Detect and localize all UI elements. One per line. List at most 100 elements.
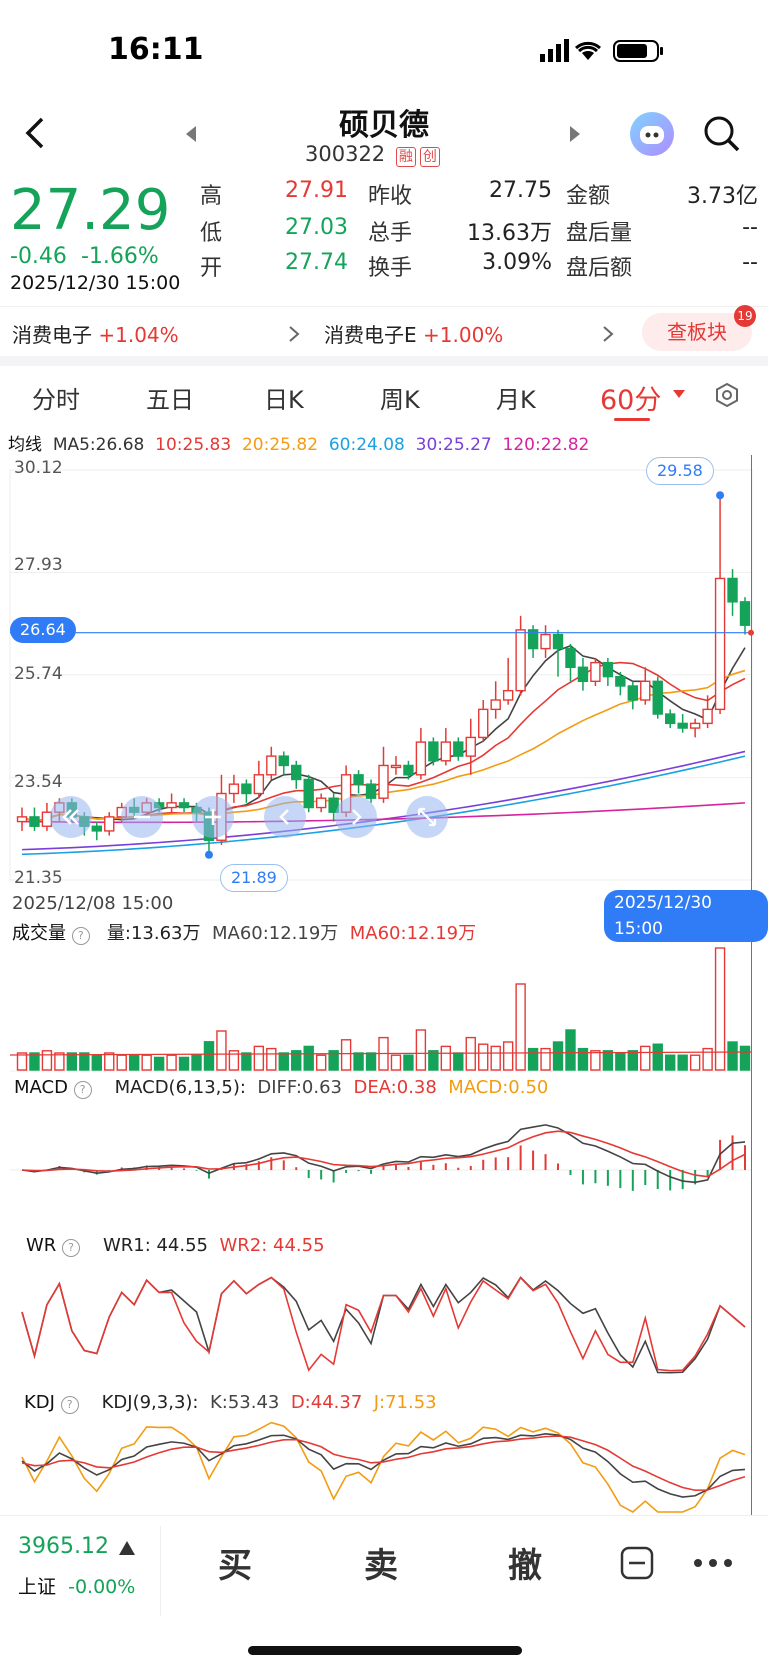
sector-1[interactable]: 消费电子 +1.04% <box>12 319 179 348</box>
candle <box>104 812 115 836</box>
kdj-d-line <box>21 1435 746 1492</box>
tab-five-day[interactable]: 五日 <box>146 386 194 414</box>
dropdown-triangle-icon <box>673 390 685 398</box>
candle <box>378 746 389 803</box>
buy-button[interactable]: 买 <box>218 1546 252 1586</box>
candle-body <box>702 708 713 725</box>
sell-button[interactable]: 卖 <box>364 1546 398 1586</box>
candle-body <box>490 699 501 711</box>
candle-body <box>615 675 626 687</box>
candle-body <box>278 755 289 767</box>
prev-stock-button[interactable] <box>184 124 198 148</box>
quote-label: 盘后额 <box>566 256 633 281</box>
quote-value: -- <box>742 215 758 240</box>
candle-body <box>91 825 102 832</box>
ma30: 30:25.27 <box>415 435 492 455</box>
up-triangle-icon <box>119 1541 135 1555</box>
index-value: 3965.12 <box>18 1534 109 1559</box>
view-sector-button[interactable]: 查板块 <box>642 313 752 351</box>
candle-body <box>565 647 576 668</box>
ma60: 60:24.08 <box>328 435 405 455</box>
candle <box>166 793 177 813</box>
stock-name: 硕贝德 <box>339 108 429 143</box>
ma-label: 均线 <box>8 435 42 455</box>
tab-intraday[interactable]: 分时 <box>32 386 80 414</box>
settings-hexagon-icon[interactable] <box>714 382 740 408</box>
quote-value: 27.91 <box>285 178 348 203</box>
more-icon[interactable] <box>692 1556 734 1570</box>
cancel-order-button[interactable]: 撤 <box>508 1546 542 1586</box>
info-icon[interactable]: ? <box>62 1239 81 1257</box>
ma20: 20:25.82 <box>241 435 319 455</box>
volume-bar <box>41 1050 53 1071</box>
assistant-icon <box>640 126 664 144</box>
volume-bar <box>515 983 526 1071</box>
search-button[interactable] <box>703 115 741 159</box>
chevron-right-icon <box>603 326 614 342</box>
step-right-button[interactable] <box>335 796 377 838</box>
home-indicator <box>248 1646 522 1655</box>
macd-dea: DEA:0.38 <box>353 1077 437 1098</box>
zoom-in-button[interactable] <box>192 796 234 838</box>
wr1-line <box>21 1276 746 1374</box>
wr2-line <box>21 1276 746 1372</box>
price-change-row: -0.46 -1.66% <box>10 244 159 269</box>
volume-bar <box>178 1056 190 1071</box>
candlestick-chart[interactable] <box>0 455 768 915</box>
volume-bar <box>702 1047 713 1071</box>
tab-weekly[interactable]: 周K <box>380 386 420 414</box>
volume-bar <box>739 1045 751 1071</box>
candle-body <box>303 778 314 809</box>
candle <box>689 718 701 738</box>
quote-label: 高 <box>200 184 223 209</box>
back-icon <box>25 117 44 149</box>
candle-body <box>453 741 464 757</box>
kdj-j: J:71.53 <box>373 1392 437 1413</box>
low-marker-dot <box>204 850 213 859</box>
candle-body <box>29 816 40 827</box>
volume-bar <box>303 1045 314 1071</box>
sector-2[interactable]: 消费电子E +1.00% <box>324 319 503 348</box>
candle <box>465 718 476 775</box>
candle <box>665 709 676 729</box>
info-icon[interactable]: ? <box>60 1396 79 1414</box>
fullscreen-button[interactable] <box>406 796 448 838</box>
wr-header: WR ? WR1: 44.55 WR2: 44.55 <box>26 1235 325 1257</box>
tab-daily[interactable]: 日K <box>264 386 304 414</box>
volume-bar <box>527 1047 539 1071</box>
volume-bar <box>29 1052 40 1071</box>
candle-body <box>390 764 402 769</box>
collapse-box-icon[interactable] <box>620 1546 654 1580</box>
tab-monthly[interactable]: 月K <box>496 386 536 414</box>
candle-body <box>16 816 28 823</box>
tab-60min[interactable]: 60分 <box>600 385 662 416</box>
step-left-button[interactable] <box>264 796 306 838</box>
wr1: WR1: 44.55 <box>102 1235 209 1256</box>
diff-line <box>21 1124 746 1184</box>
candle-body <box>527 629 539 650</box>
candle <box>615 671 626 696</box>
next-stock-button[interactable] <box>568 124 582 148</box>
minus-icon <box>134 815 150 819</box>
volume-bar <box>353 1052 364 1071</box>
candle-body <box>478 708 489 739</box>
volume-bar <box>465 1036 476 1071</box>
zoom-out-button[interactable] <box>121 796 163 838</box>
info-icon[interactable]: ? <box>73 1081 92 1099</box>
kdj-k: K:53.43 <box>209 1392 280 1413</box>
volume-header: 成交量 ? 量:13.63万 MA60:12.19万 MA60:12.19万 <box>12 919 476 945</box>
assistant-avatar[interactable] <box>630 112 674 156</box>
scroll-left-button[interactable] <box>50 796 92 838</box>
candle-body <box>652 680 663 715</box>
back-button[interactable] <box>22 115 50 155</box>
volume-bar <box>590 1050 601 1071</box>
wr-chart <box>21 1276 746 1374</box>
candle <box>365 779 377 803</box>
bottom-trade-bar: 3965.12 上证 -0.00% 买 卖 撤 <box>0 1515 768 1666</box>
volume-bar <box>128 1054 140 1071</box>
high-marker-label: 29.58 <box>646 457 714 485</box>
volume-bar <box>291 1050 302 1071</box>
volume-bar <box>403 1054 414 1071</box>
chevron-right-icon <box>289 326 300 342</box>
volume-bar <box>677 1054 688 1071</box>
